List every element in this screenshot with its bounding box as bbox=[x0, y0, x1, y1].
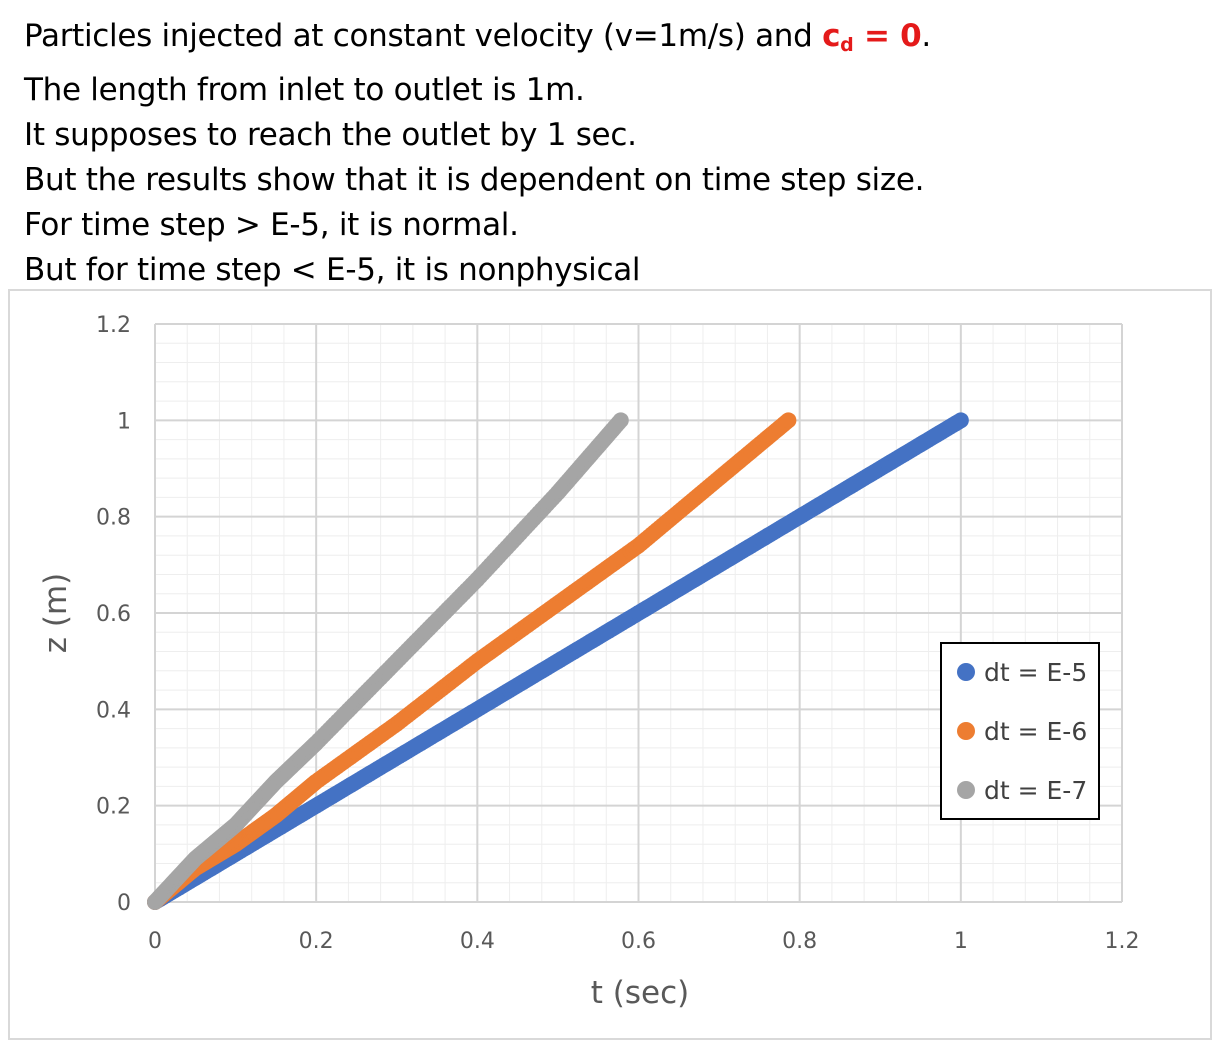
y-tick-label: 0.6 bbox=[96, 602, 131, 627]
note-line-5: For time step > E-5, it is normal. bbox=[24, 207, 519, 243]
legend-label: dt = E-7 bbox=[984, 776, 1087, 805]
series-1 bbox=[147, 412, 969, 910]
notes-block: Particles injected at constant velocity … bbox=[24, 14, 1204, 293]
note-line-4: But the results show that it is dependen… bbox=[24, 162, 925, 198]
y-tick-label: 0.2 bbox=[96, 795, 131, 820]
legend-label: dt = E-6 bbox=[984, 717, 1087, 746]
y-tick-labels: 0 0.2 0.4 0.6 0.8 1 1.2 bbox=[96, 313, 131, 916]
note-line-2: The length from inlet to outlet is 1m. bbox=[24, 72, 585, 108]
y-tick-label: 0 bbox=[117, 891, 131, 916]
note-line-1-text: Particles injected at constant velocity … bbox=[24, 18, 823, 54]
series-layer bbox=[147, 412, 969, 910]
legend-marker bbox=[957, 663, 975, 681]
note-line-6: But for time step < E-5, it is nonphysic… bbox=[24, 252, 641, 288]
x-tick-label: 0 bbox=[148, 929, 162, 954]
y-tick-label: 1 bbox=[117, 409, 131, 434]
drag-coefficient-label: cd = 0 bbox=[822, 18, 922, 56]
x-tick-label: 1 bbox=[954, 929, 968, 954]
note-line-1: Particles injected at constant velocity … bbox=[24, 14, 1204, 68]
x-tick-label: 0.2 bbox=[299, 929, 334, 954]
data-point bbox=[780, 412, 797, 429]
legend-label: dt = E-5 bbox=[984, 658, 1087, 687]
legend-marker bbox=[957, 781, 975, 799]
x-tick-label: 0.6 bbox=[621, 929, 656, 954]
data-point bbox=[952, 412, 969, 429]
major-gridlines bbox=[154, 323, 1123, 903]
note-line-3: It supposes to reach the outlet by 1 sec… bbox=[24, 117, 637, 153]
y-tick-label: 0.8 bbox=[96, 506, 131, 531]
x-tick-label: 1.2 bbox=[1105, 929, 1140, 954]
y-axis-title: z (m) bbox=[38, 573, 74, 654]
series-2 bbox=[147, 412, 797, 910]
legend-marker bbox=[957, 722, 975, 740]
x-tick-labels: 0 0.2 0.4 0.6 0.8 1 1.2 bbox=[148, 929, 1140, 954]
legend: dt = E-5 dt = E-6 dt = E-7 bbox=[940, 642, 1100, 820]
note-line-1-end: . bbox=[921, 18, 931, 54]
x-tick-label: 0.8 bbox=[782, 929, 817, 954]
series-3 bbox=[147, 412, 629, 910]
x-tick-label: 0.4 bbox=[460, 929, 495, 954]
x-axis-title: t (sec) bbox=[591, 975, 689, 1011]
data-point bbox=[612, 412, 629, 429]
y-tick-label: 1.2 bbox=[96, 313, 131, 338]
y-tick-label: 0.4 bbox=[96, 698, 131, 723]
